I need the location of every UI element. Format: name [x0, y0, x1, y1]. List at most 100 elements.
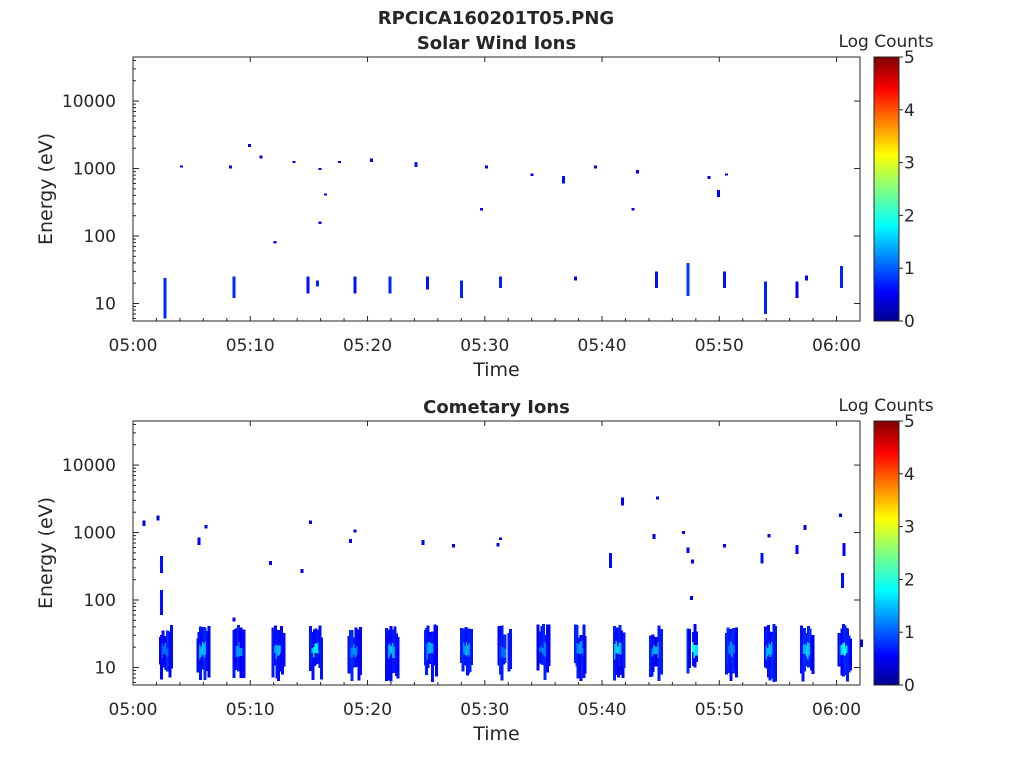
colorbar: Log Counts 0 1 2 3 4 5 — [838, 396, 933, 696]
burst-cell — [583, 636, 587, 674]
colorbar-tick-label: 3 — [904, 518, 915, 538]
data-cell — [306, 276, 310, 294]
colorbar-tick-label: 1 — [904, 623, 915, 643]
x-tick-label: 05:10 — [226, 700, 275, 720]
data-cell — [421, 539, 425, 546]
data-cell — [142, 520, 146, 526]
burst-core-cell — [314, 643, 318, 653]
data-cell — [804, 275, 808, 281]
data-cell — [318, 168, 322, 171]
x-tick-label: 05:00 — [109, 700, 158, 720]
data-cell — [681, 531, 685, 534]
data-cell — [860, 639, 863, 648]
x-tick-label: 05:50 — [695, 336, 744, 356]
burst-core-cell — [654, 646, 658, 654]
y-tick-label: 100 — [84, 591, 116, 611]
data-cell — [498, 537, 502, 540]
colorbar-tick-label: 4 — [904, 101, 915, 121]
burst-cell — [207, 626, 211, 678]
data-cell — [232, 617, 236, 622]
data-cell — [631, 208, 635, 211]
data-cell — [767, 534, 771, 538]
burst-core-cell — [543, 642, 547, 657]
burst-core-cell — [430, 643, 434, 654]
colorbar-tick-label: 4 — [904, 465, 915, 485]
burst-cell — [536, 624, 540, 671]
data-cell — [707, 175, 711, 179]
burst-core-cell — [503, 648, 507, 658]
colorbar-gradient — [873, 420, 900, 686]
burst-core-cell — [350, 647, 354, 658]
data-cell — [562, 175, 566, 184]
data-cell — [573, 276, 577, 281]
burst-cell — [773, 625, 777, 682]
x-tick-label: 05:30 — [460, 336, 509, 356]
data-cell — [324, 193, 328, 196]
data-cell — [300, 568, 304, 574]
heatmap-cells — [142, 496, 863, 683]
data-cell — [388, 276, 392, 294]
y-tick-label: 10 — [94, 658, 116, 678]
colorbar-tick-label: 0 — [904, 312, 915, 332]
data-cell — [722, 271, 726, 288]
data-cell — [179, 165, 183, 168]
burst-core-cell — [239, 648, 243, 656]
x-tick-label: 05:20 — [343, 700, 392, 720]
burst-core-cell — [803, 644, 806, 655]
burst-cell — [396, 637, 400, 679]
data-cell — [204, 524, 208, 529]
y-tick-label: 100 — [84, 227, 116, 247]
burst-cell — [735, 627, 738, 678]
panel-title: Cometary Ions — [423, 397, 570, 418]
data-cell — [480, 208, 484, 211]
y-axis-label: Energy (eV) — [35, 497, 57, 609]
data-cell — [353, 529, 357, 533]
figure-title: RPCICA160201T05.PNG — [378, 8, 614, 29]
data-cell — [348, 539, 352, 543]
burst-cell — [547, 624, 551, 667]
colorbar-tick-label: 0 — [904, 676, 915, 696]
colorbar-tick-label: 5 — [904, 48, 915, 68]
x-tick-label: 06:00 — [812, 700, 861, 720]
x-tick-label: 05:50 — [695, 700, 744, 720]
burst-cell — [470, 629, 473, 666]
data-cell — [484, 165, 488, 169]
panel-1: Solar Wind Ions 05:00 05:10 05:20 05:30 05:40… — [35, 32, 934, 381]
x-tick-label: 05:40 — [578, 700, 627, 720]
data-cell — [460, 280, 464, 299]
data-cell — [795, 545, 799, 555]
data-cell — [247, 144, 251, 147]
data-cell — [426, 276, 430, 290]
burst-core-cell — [277, 645, 280, 656]
data-cell — [496, 543, 500, 547]
y-tick-label: 10 — [94, 294, 116, 314]
data-cell — [273, 240, 277, 244]
x-tick-label: 05:10 — [226, 336, 275, 356]
burst-cell — [320, 637, 324, 680]
x-tick-label: 05:00 — [109, 336, 158, 356]
x-axis-label: Time — [472, 359, 520, 381]
burst-cell — [849, 638, 852, 671]
data-cell — [840, 265, 844, 288]
colorbar: Log Counts 0 1 2 3 4 5 — [838, 32, 933, 332]
heatmap-cells — [163, 144, 844, 319]
data-cell — [716, 190, 720, 197]
y-tick-label: 1000 — [73, 524, 116, 544]
data-cell — [654, 271, 658, 288]
data-cell — [369, 158, 373, 162]
panel-title: Solar Wind Ions — [417, 33, 576, 54]
data-cell — [795, 281, 799, 299]
burst-cell — [358, 626, 362, 675]
data-cell — [338, 160, 342, 164]
burst-cell — [282, 633, 286, 667]
data-cell — [259, 155, 263, 159]
burst-cell — [508, 629, 512, 670]
data-cell — [498, 276, 502, 288]
data-cell — [229, 165, 233, 169]
data-cell — [414, 162, 418, 168]
data-cell — [842, 543, 846, 556]
plot-frame — [132, 56, 861, 322]
x-axis-label: Time — [472, 723, 520, 745]
data-cell — [803, 524, 807, 530]
